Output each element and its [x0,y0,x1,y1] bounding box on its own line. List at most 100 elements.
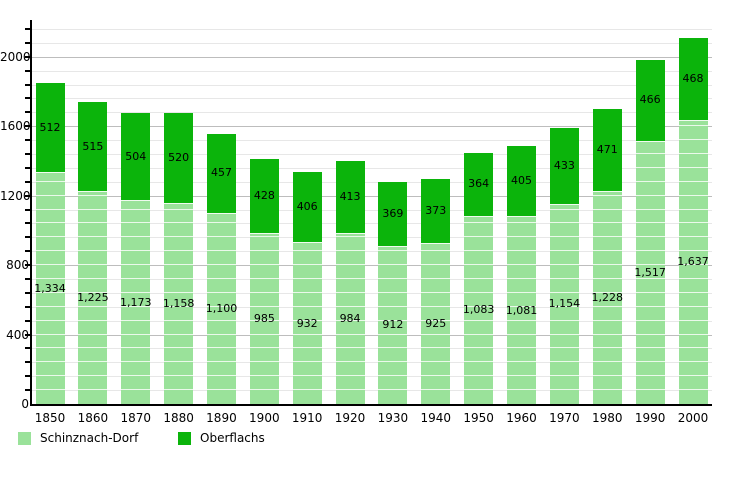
bar-gridline-overlay [292,375,322,377]
bar-gridline-overlay [635,291,665,293]
x-axis-line [31,404,712,406]
bar-gridline-overlay [164,319,194,321]
value-label-schinznach-dorf: 925 [425,317,447,331]
value-label-oberflachs: 428 [253,188,275,202]
bar-gridline-overlay [507,305,537,307]
bar-gridline-overlay [249,236,279,238]
value-label-oberflachs: 466 [639,93,661,107]
x-axis-label: 1980 [591,411,623,425]
bar-segment-oberflachs: 466 [635,59,665,141]
bar-segment-schinznach-dorf: 932 [292,242,322,404]
value-label-oberflachs: 468 [682,72,704,86]
bar-gridline-overlay [549,361,579,363]
bar-gridline-overlay [121,236,151,238]
bar-gridline-overlay [635,180,665,182]
bar-gridline-overlay [549,347,579,349]
y-axis-tick [25,250,31,253]
bar-column-1970: 1,154 433 [549,128,580,404]
bar-gridline-overlay [78,277,108,279]
bar-gridline-overlay [464,291,494,293]
bar-gridline-overlay [249,250,279,252]
y-axis-label: 400 [6,327,29,342]
bar-column-1850: 1,334 512 [34,83,66,404]
bar-gridline-overlay [121,208,151,210]
value-label-oberflachs: 364 [468,177,490,191]
bar-column-1980: 1,228 471 [592,108,623,404]
minor-gridline [31,292,712,294]
bar-gridline-overlay [292,305,322,307]
bar-gridline-overlay [121,361,151,363]
bar-gridline-overlay [78,222,108,224]
y-axis-tick [25,319,31,322]
bar-gridline-overlay [292,333,322,335]
bar-gridline-overlay [35,375,65,377]
value-label-oberflachs: 515 [82,139,104,153]
bar-column-1890: 1,100 457 [205,133,238,404]
bar-gridline-overlay [549,236,579,238]
bar-gridline-overlay [464,236,494,238]
bar-gridline-overlay [206,375,236,377]
bar-segment-schinznach-dorf: 1,081 [506,216,537,404]
y-axis-tick [25,347,31,350]
bar-gridline-overlay [464,375,494,377]
bar-gridline-overlay [592,264,622,266]
value-label-oberflachs: 520 [168,150,190,164]
bar-segment-oberflachs: 406 [292,171,322,243]
bar-gridline-overlay [549,208,579,210]
bar-gridline-overlay [335,264,365,266]
value-label-schinznach-dorf: 1,225 [77,291,109,305]
bar-gridline-overlay [164,375,194,377]
value-label-schinznach-dorf: 1,173 [119,295,152,309]
bar-gridline-overlay [335,277,365,279]
bar-gridline-overlay [121,264,151,266]
bar-gridline-overlay [292,250,322,252]
bar-column-1960: 1,081 405 [506,145,537,404]
bar-gridline-overlay [507,347,537,349]
bar-gridline-overlay [678,277,708,279]
value-label-schinznach-dorf: 1,100 [205,301,238,315]
bar-gridline-overlay [678,236,708,238]
y-axis-tick [25,180,31,183]
legend-label-oberflachs: Oberflachs [200,431,265,445]
bar-gridline-overlay [678,166,708,168]
bar-gridline-overlay [292,277,322,279]
bar-gridline-overlay [121,291,151,293]
bar-gridline-overlay [78,194,108,196]
bar-gridline-overlay [164,389,194,391]
major-gridline [31,126,712,128]
bar-segment-oberflachs: 413 [335,161,365,234]
bar-gridline-overlay [249,319,279,321]
bar-gridline-overlay [78,291,108,293]
y-axis-tick [25,264,31,267]
minor-gridline [31,153,712,155]
bar-segment-oberflachs: 504 [121,112,151,201]
y-axis-tick [25,152,31,155]
minor-gridline [31,42,712,44]
bar-gridline-overlay [335,389,365,391]
y-axis-tick [25,208,31,211]
bar-gridline-overlay [678,305,708,307]
bar-gridline-overlay [421,250,451,252]
y-axis-tick [25,27,31,30]
bar-gridline-overlay [78,375,108,377]
minor-gridline [31,362,712,364]
y-axis-tick [25,194,31,197]
value-label-oberflachs: 433 [553,159,575,173]
bar-gridline-overlay [464,347,494,349]
y-axis-label: 1600 [0,119,31,134]
bar-gridline-overlay [249,361,279,363]
bar-gridline-overlay [206,319,236,321]
bar-gridline-overlay [335,250,365,252]
bar-gridline-overlay [206,361,236,363]
bar-gridline-overlay [121,250,151,252]
legend-swatch-schinznach-dorf [18,432,31,445]
bar-segment-schinznach-dorf: 1,083 [463,215,494,404]
bar-segment-schinznach-dorf: 1,158 [163,202,194,404]
bar-gridline-overlay [121,222,151,224]
bar-gridline-overlay [678,291,708,293]
x-axis-label: 1870 [120,411,151,425]
bar-gridline-overlay [592,222,622,224]
bar-gridline-overlay [635,166,665,168]
bar-gridline-overlay [635,264,665,266]
y-axis-tick [25,333,31,336]
